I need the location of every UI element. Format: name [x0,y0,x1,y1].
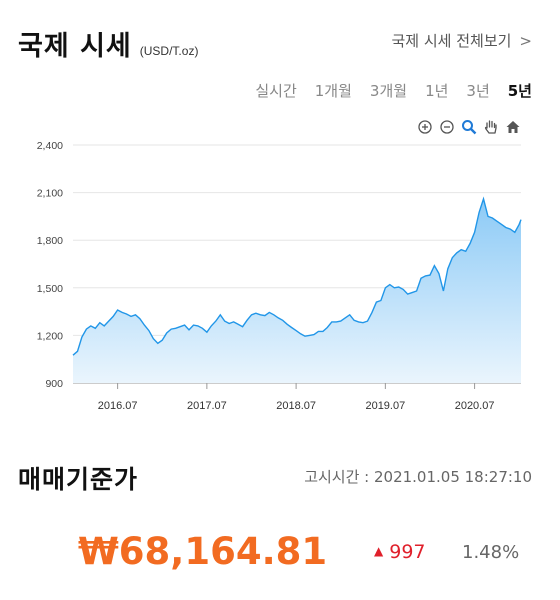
x-tick-label: 2019.07 [365,400,405,412]
period-tabs: 실시간 1개월 3개월 1년 3년 5년 [255,80,532,101]
price-chart: 2,400 2,100 1,800 1,500 1,200 900 2016.07 2017… [37,140,522,412]
tab-3-years[interactable]: 3년 [466,82,490,100]
home-icon[interactable] [504,118,522,136]
y-tick-label: 1,800 [37,235,63,247]
view-all-label: 국제 시세 전체보기 [391,32,512,50]
x-tick-label: 2018.07 [276,400,316,412]
reference-rate-title: 매매기준가 [18,465,139,494]
notice-timestamp: 고시시간 : 2021.01.05 18:27:10 [304,468,532,486]
view-all-link[interactable]: 국제 시세 전체보기 > [391,30,532,51]
reference-price: ₩68,164.81 [78,530,328,573]
change-percent: 1.48% [462,542,520,563]
tab-1-year[interactable]: 1년 [425,82,449,100]
chart-toolbar [416,118,522,136]
y-tick-label: 900 [45,378,63,390]
x-tick-label: 2016.07 [98,400,138,412]
pan-hand-icon[interactable] [482,118,500,136]
price-change: ▲ 997 [374,541,426,563]
tab-realtime[interactable]: 실시간 [255,82,297,100]
up-triangle-icon: ▲ [374,544,384,558]
unit-label: (USD/T.oz) [139,44,199,58]
y-tick-label: 2,400 [37,140,63,152]
chevron-right-icon: > [519,32,532,50]
x-tick-label: 2020.07 [455,400,495,412]
x-tick-label: 2017.07 [187,400,227,412]
magnify-icon[interactable] [460,118,478,136]
header: 국제 시세 (USD/T.oz) [18,24,198,63]
tab-1-month[interactable]: 1개월 [314,82,352,100]
tab-5-years[interactable]: 5년 [507,82,532,100]
zoom-out-icon[interactable] [438,118,456,136]
zoom-in-icon[interactable] [416,118,434,136]
y-tick-label: 1,200 [37,330,63,342]
price-line [72,196,522,356]
x-axis: 2016.07 2017.07 2018.07 2019.07 2020.07 [73,382,521,412]
y-tick-label: 2,100 [37,188,63,200]
change-value: 997 [389,541,426,563]
page-title: 국제 시세 [18,31,132,62]
price-area [73,198,521,383]
y-axis: 2,400 2,100 1,800 1,500 1,200 900 [37,140,63,390]
tab-3-months[interactable]: 3개월 [369,82,408,100]
y-tick-label: 1,500 [37,283,63,295]
